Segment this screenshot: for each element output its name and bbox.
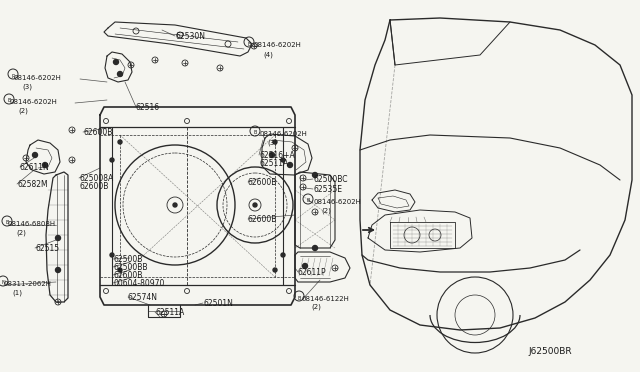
Circle shape: [42, 163, 47, 167]
Circle shape: [33, 153, 38, 157]
Circle shape: [273, 140, 277, 144]
Circle shape: [287, 163, 292, 167]
Text: 62500B: 62500B: [113, 255, 142, 264]
Text: 62516+A: 62516+A: [259, 151, 295, 160]
Circle shape: [303, 263, 307, 269]
Circle shape: [312, 173, 317, 177]
Text: 62511A: 62511A: [155, 308, 184, 317]
Text: 62582M: 62582M: [17, 180, 47, 189]
Text: 62500BB: 62500BB: [113, 263, 147, 272]
Text: B: B: [253, 131, 257, 135]
Text: B: B: [5, 221, 9, 225]
Text: 00604-80970: 00604-80970: [113, 279, 164, 288]
Circle shape: [281, 158, 285, 162]
Circle shape: [269, 153, 275, 157]
Circle shape: [110, 253, 114, 257]
Text: (3): (3): [22, 83, 32, 90]
Circle shape: [281, 253, 285, 257]
Text: 62600B: 62600B: [79, 182, 108, 191]
Text: 62500BC: 62500BC: [313, 175, 348, 184]
Text: 62516: 62516: [136, 103, 160, 112]
Text: 08146-6202H: 08146-6202H: [259, 131, 307, 137]
Text: 62600B: 62600B: [113, 271, 142, 280]
Text: N: N: [1, 280, 5, 285]
Text: 08146-6808H: 08146-6808H: [8, 221, 56, 227]
Text: 08146-6202H: 08146-6202H: [254, 42, 302, 48]
Text: (4): (4): [263, 51, 273, 58]
Text: (2): (2): [311, 304, 321, 311]
Text: 08146-6122H: 08146-6122H: [302, 296, 350, 302]
Text: (1): (1): [12, 289, 22, 295]
Text: (2): (2): [321, 207, 331, 214]
Circle shape: [253, 203, 257, 207]
Text: (2): (2): [16, 229, 26, 235]
Text: 62600B: 62600B: [248, 178, 277, 187]
Text: 08311-2062H: 08311-2062H: [4, 281, 52, 287]
Circle shape: [312, 246, 317, 250]
Text: (3): (3): [267, 139, 277, 145]
Text: B: B: [298, 295, 301, 301]
Text: 62515: 62515: [35, 244, 59, 253]
Text: 08146-6202H: 08146-6202H: [10, 99, 58, 105]
Text: 62600B: 62600B: [83, 128, 113, 137]
Text: 62501N: 62501N: [203, 299, 233, 308]
Text: B: B: [307, 199, 310, 203]
Text: 62611P: 62611P: [298, 268, 326, 277]
Circle shape: [56, 267, 61, 273]
Text: B: B: [247, 42, 251, 46]
Circle shape: [118, 140, 122, 144]
Text: 62535E: 62535E: [313, 185, 342, 194]
Text: 08146-6202H: 08146-6202H: [14, 75, 62, 81]
Text: 62530N: 62530N: [175, 32, 205, 41]
Circle shape: [113, 60, 118, 64]
Text: 62511A: 62511A: [259, 159, 288, 168]
Circle shape: [273, 268, 277, 272]
Text: B: B: [7, 99, 11, 103]
Text: (2): (2): [18, 107, 28, 113]
Text: 08146-6202H: 08146-6202H: [313, 199, 361, 205]
Circle shape: [110, 158, 114, 162]
Circle shape: [56, 235, 61, 241]
Circle shape: [173, 203, 177, 207]
Text: J62500BR: J62500BR: [528, 347, 572, 356]
Text: 62611N: 62611N: [20, 163, 50, 172]
Text: 62574N: 62574N: [128, 293, 158, 302]
Text: 62600B: 62600B: [248, 215, 277, 224]
Circle shape: [118, 268, 122, 272]
Text: R: R: [12, 74, 15, 78]
Text: 625008A: 625008A: [79, 174, 113, 183]
Circle shape: [118, 71, 122, 77]
